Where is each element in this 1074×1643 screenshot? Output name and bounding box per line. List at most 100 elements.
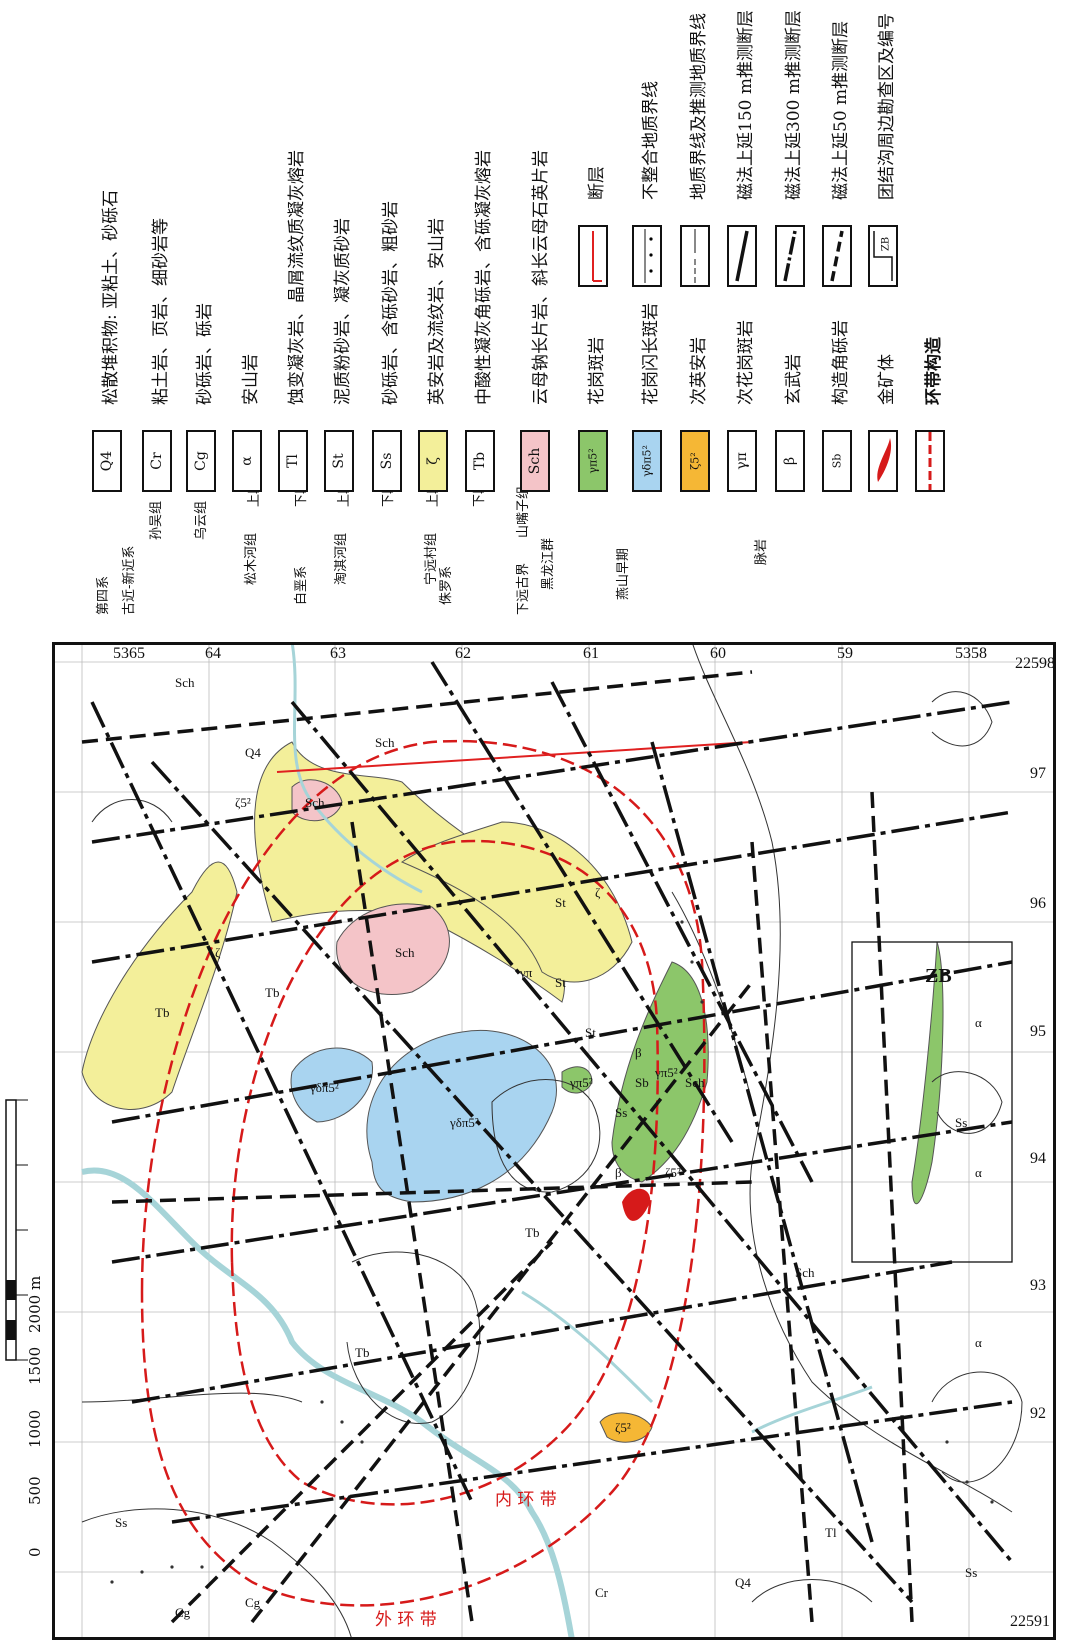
rock-label: ζ: [215, 945, 221, 960]
legend-text-cr: 粘土岩、页岩、细砂岩等: [151, 218, 171, 405]
legend-box-mag-50: [822, 225, 852, 287]
grid-label-59: 59: [837, 645, 853, 662]
legend-text-cg: 砂砾岩、砾岩: [195, 303, 215, 405]
legend-text-sub-dacite: 次英安岩: [689, 337, 709, 405]
rock-label: α: [975, 1335, 982, 1350]
legend-text-ring-structure: 环带构造: [924, 337, 944, 405]
rock-label: Tb: [355, 1345, 370, 1360]
rock-label: Sch: [795, 1265, 815, 1280]
scale-tick-1000: 1000: [26, 1409, 44, 1448]
rock-label: Cg: [245, 1595, 261, 1610]
rock-label: Ss: [615, 1105, 628, 1120]
legend-box-cg: Cg: [186, 430, 216, 492]
rock-label: ζ5²: [615, 1420, 631, 1435]
rock-label: β: [635, 1045, 642, 1060]
grid-label-93: 93: [1030, 1277, 1046, 1294]
legend-box-exploration-area: ZB: [868, 225, 898, 287]
legend-box-granodiorite-porphyry: γδπ5²: [632, 430, 662, 492]
legend-text-zeta: 英安岩及流纹岩、安山岩: [427, 218, 447, 405]
legend-box-basalt: β: [775, 430, 805, 492]
formation-ningyuancun: 宁远村组: [424, 532, 439, 585]
formation-heilongjiang: 黑龙江群: [541, 537, 556, 590]
rock-label: γδπ5²: [310, 1080, 339, 1095]
gold-orebody-icon: [877, 438, 892, 482]
rock-label: Cg: [175, 1605, 191, 1620]
rock-label: Sch: [375, 735, 395, 750]
formation-sunwu: 孙吴组: [149, 500, 164, 540]
legend-box-tectonic-breccia: Sb: [822, 430, 852, 492]
legend-text-mag-50: 磁法上延50 m推测断层: [831, 20, 851, 200]
rock-label: γπ5²: [570, 1075, 593, 1090]
rock-label: β: [615, 1165, 622, 1180]
legend-text-tl: 蚀变凝灰岩、晶屑流纹质凝灰熔岩: [287, 150, 307, 405]
legend-box-sch: Sch: [520, 430, 550, 492]
rock-label: Sch: [395, 945, 415, 960]
rock-label: St: [555, 975, 566, 990]
grid-label-5358: 5358: [955, 645, 987, 662]
rock-label: ζ5²: [665, 1165, 681, 1180]
rock-label: Q4: [245, 745, 261, 760]
grid-label-60: 60: [710, 645, 726, 662]
grid-label-94: 94: [1030, 1150, 1046, 1167]
legend-group-cretaceous: 白垩系: [294, 565, 309, 605]
legend-group-paleogene: 古近-新近系: [122, 545, 137, 615]
legend-box-q4: Q4: [92, 430, 122, 492]
inner-ring-label: 内 环 带: [495, 1490, 557, 1510]
formation-songmuhe: 松木河组: [244, 532, 259, 585]
scale-bar: 0 500 1000 1500 2000 m: [0, 940, 60, 1557]
zone-label-zb: ZB: [925, 965, 952, 987]
rock-label: Sch: [305, 795, 325, 810]
scale-tick-2000: 2000 m: [26, 1275, 44, 1333]
rock-label: Ss: [115, 1515, 128, 1530]
legend-text-tectonic-breccia: 构造角砾岩: [831, 320, 851, 405]
rock-label: Ss: [955, 1115, 968, 1130]
legend-box-ss: Ss: [372, 430, 402, 492]
rock-label: Sch: [685, 1075, 705, 1090]
legend-group-quaternary: 第四系: [96, 575, 111, 615]
legend-box-tb: Tb: [465, 430, 495, 492]
grid-label-62: 62: [455, 645, 471, 662]
formation-nenjianghe: 淘淇河组: [334, 532, 349, 585]
legend-text-q4: 松散堆积物: 亚粘土、砂砾石: [101, 189, 121, 405]
legend-box-st: St: [324, 430, 354, 492]
rock-label: St: [585, 1025, 596, 1040]
grid-label-22598: 22598: [1015, 655, 1055, 672]
rock-label: Ss: [965, 1565, 978, 1580]
outer-ring-label: 外 环 带: [375, 1610, 437, 1630]
grid-label-5365: 5365: [113, 645, 145, 662]
formation-wuyun: 乌云组: [194, 500, 209, 540]
legend-box-gold-orebody: [868, 430, 898, 492]
legend-text-granite-porphyry: 花岗斑岩: [587, 337, 607, 405]
grid-label-97: 97: [1030, 765, 1046, 782]
rock-label: Tb: [525, 1225, 540, 1240]
scale-tick-500: 500: [26, 1476, 44, 1505]
legend-group-yanshan: 燕山早期: [616, 547, 631, 600]
legend-text-basalt: 玄武岩: [784, 354, 804, 405]
grid-label-95: 95: [1030, 1023, 1046, 1040]
rock-label: Tb: [155, 1005, 170, 1020]
rock-label: Sb: [635, 1075, 649, 1090]
legend-text-fault: 断层: [587, 166, 607, 200]
legend-text-sub-granite-porphyry: 次花岗斑岩: [736, 320, 756, 405]
legend-text-granodiorite-porphyry: 花岗闪长斑岩: [641, 303, 661, 405]
legend-text-exploration-area: 团结沟周边勘查区及编号: [877, 13, 897, 200]
legend-text-mag-150: 磁法上延150 m推测断层: [736, 10, 756, 200]
geological-map: 5365 64 63 62 61 60 59 5358 22598 97 96 …: [52, 642, 1056, 1640]
rock-label: γπ: [520, 965, 533, 980]
legend-text-sch: 云母钠长片岩、斜长云母石英片岩: [531, 150, 551, 405]
legend-text-ss: 砂砾岩、含砾砂岩、粗砂岩: [381, 201, 401, 405]
rock-label: Tb: [265, 985, 280, 1000]
legend-box-geologic-boundary: [680, 225, 710, 287]
legend: 第四系 古近-新近系 白垩系 侏罗系 下远古界 燕山早期 脉岩 孙吴组 乌云组 …: [0, 0, 1074, 640]
scale-tick-1500: 1500: [26, 1346, 44, 1385]
legend-box-unconformity: [632, 225, 662, 287]
rock-label: St: [555, 895, 566, 910]
legend-box-fault: [578, 225, 608, 287]
legend-group-paleoproterozoic: 下远古界: [516, 562, 531, 615]
legend-box-cr: Cr: [142, 430, 172, 492]
grid-label-61: 61: [583, 645, 599, 662]
grid-label-92: 92: [1030, 1405, 1046, 1422]
grid-label-22591: 22591: [1010, 1613, 1050, 1630]
legend-text-mag-300: 磁法上延300 m推测断层: [784, 10, 804, 200]
legend-text-st: 泥质粉砂岩、凝灰质砂岩: [333, 218, 353, 405]
